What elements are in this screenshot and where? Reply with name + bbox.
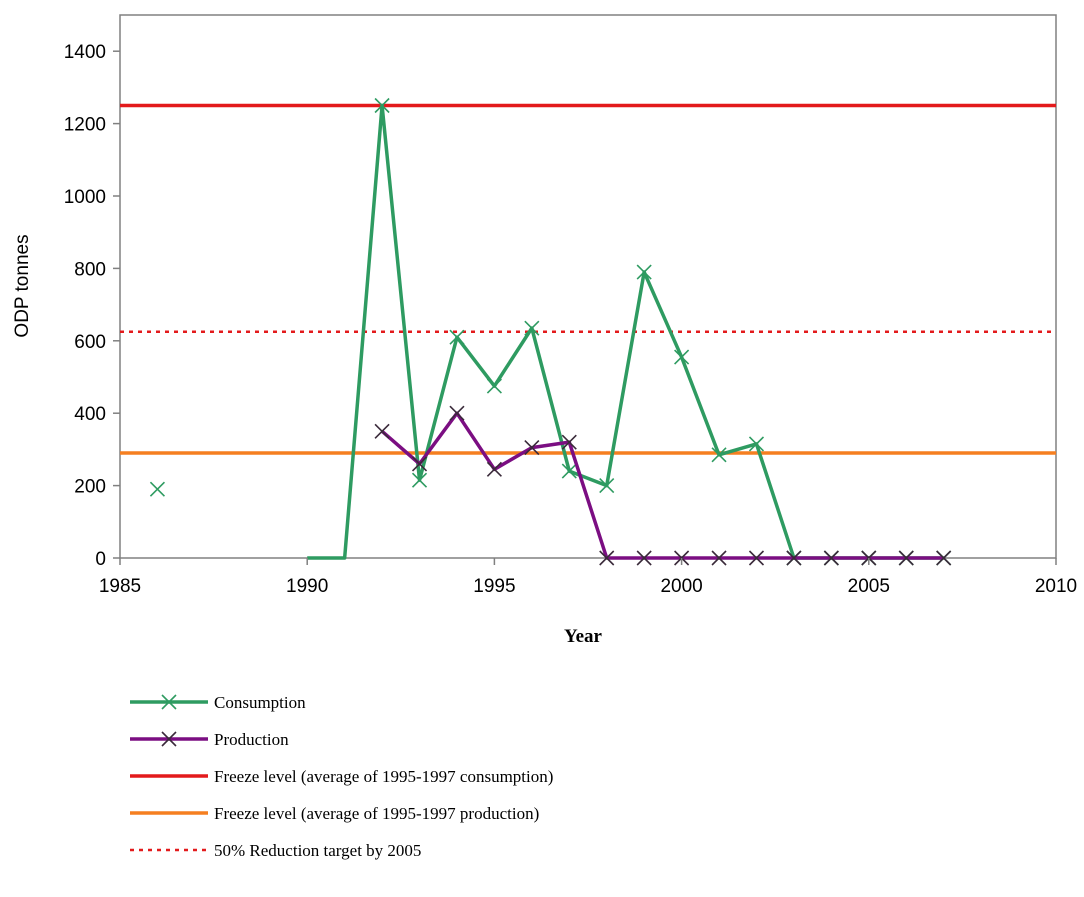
data-point-marker: [599, 478, 615, 494]
data-point-marker: [674, 349, 690, 365]
data-point-marker: [748, 550, 765, 566]
data-point-marker: [636, 264, 652, 280]
legend-item: Consumption: [130, 693, 306, 712]
data-point-marker: [711, 550, 727, 566]
x-tick-label: 1990: [286, 576, 328, 597]
legend-item: 50% Reduction target by 2005: [130, 841, 421, 860]
data-point-marker: [898, 550, 914, 566]
y-tick-label: 400: [74, 404, 106, 425]
data-point-marker: [449, 329, 465, 345]
data-point-marker: [449, 405, 465, 421]
legend: Consumption Production Freeze level (avera…: [130, 693, 553, 860]
data-point-marker: [936, 550, 952, 566]
legend-label: Freeze level (average of 1995-1997 produ…: [214, 804, 539, 823]
data-point-marker: [823, 550, 839, 566]
y-tick-label: 600: [74, 332, 106, 353]
data-point-marker: [486, 378, 502, 394]
x-tick-label: 1985: [99, 576, 141, 597]
data-point-marker: [411, 456, 428, 472]
x-tick-label: 2010: [1035, 576, 1077, 597]
series-line: [380, 411, 944, 560]
y-tick-label: 1000: [64, 187, 106, 208]
data-point-marker: [524, 320, 540, 336]
data-point-marker: [599, 550, 615, 566]
data-point-marker: [374, 97, 390, 114]
legend-label: Consumption: [214, 693, 306, 712]
reference-lines: [120, 103, 1056, 455]
series: [374, 405, 952, 566]
data-point-marker: [748, 436, 765, 452]
y-tick-label: 200: [74, 477, 106, 498]
series-layer: [149, 97, 952, 566]
legend-item: Production: [130, 730, 289, 749]
y-tick-label: 0: [95, 549, 106, 570]
data-point-marker: [561, 463, 577, 479]
legend-item: Freeze level (average of 1995-1997 consu…: [130, 767, 553, 786]
y-tick-label: 1400: [64, 42, 106, 63]
y-axis-title: ODP tonnes: [12, 234, 33, 337]
y-tick-label: 1200: [64, 115, 106, 136]
x-axis-title: Year: [564, 626, 603, 647]
legend-marker: [161, 731, 177, 747]
legend-label: Freeze level (average of 1995-1997 consu…: [214, 767, 553, 786]
legend-label: Production: [214, 730, 289, 749]
data-point-marker: [411, 472, 428, 488]
axes: 0 200 400 600 800 1000 1200 1400 1985 1990 1995 200…: [64, 42, 1077, 597]
x-tick-label: 1995: [473, 576, 515, 597]
legend-item: Freeze level (average of 1995-1997 produ…: [130, 804, 539, 823]
data-point-marker: [636, 550, 652, 566]
y-tick-label: 800: [74, 259, 106, 280]
x-tick-label: 2005: [848, 576, 890, 597]
data-point-marker: [486, 461, 502, 477]
data-point-marker: [524, 440, 540, 456]
legend-marker: [161, 694, 177, 710]
data-point-marker: [711, 447, 727, 463]
data-point-marker: [374, 423, 390, 439]
data-point-marker: [149, 481, 166, 497]
data-point-marker: [786, 550, 802, 566]
data-point-marker: [561, 434, 577, 450]
legend-label: 50% Reduction target by 2005: [214, 841, 421, 860]
x-tick-label: 2000: [660, 576, 702, 597]
